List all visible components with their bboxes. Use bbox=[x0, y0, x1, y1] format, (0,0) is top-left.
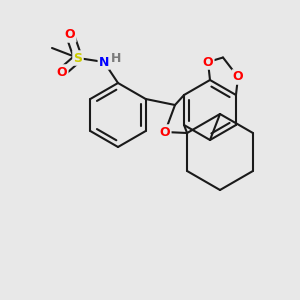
Text: O: O bbox=[203, 56, 213, 68]
Text: O: O bbox=[65, 28, 75, 41]
Text: O: O bbox=[160, 125, 170, 139]
Text: S: S bbox=[74, 52, 82, 64]
Text: O: O bbox=[233, 70, 243, 83]
Text: N: N bbox=[99, 56, 109, 68]
Text: O: O bbox=[57, 65, 67, 79]
Text: H: H bbox=[111, 52, 121, 64]
